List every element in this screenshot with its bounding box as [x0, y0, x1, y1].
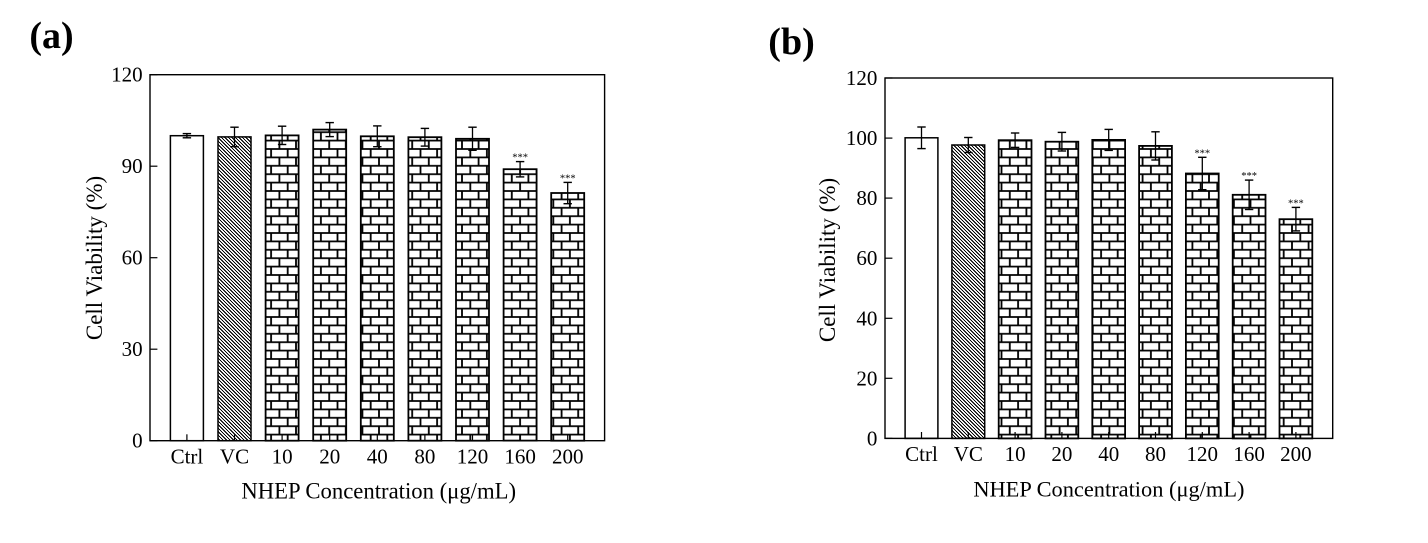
svg-text:200: 200 [552, 445, 584, 469]
svg-text:Cell Viability (%): Cell Viability (%) [815, 178, 840, 342]
svg-text:60: 60 [856, 246, 877, 270]
svg-text:(b): (b) [768, 21, 814, 63]
svg-text:***: *** [512, 153, 528, 164]
svg-text:NHEP Concentration (μg/mL): NHEP Concentration (μg/mL) [973, 477, 1244, 502]
svg-text:200: 200 [1280, 442, 1312, 466]
svg-text:VC: VC [220, 445, 249, 469]
svg-text:20: 20 [1051, 442, 1072, 466]
svg-text:160: 160 [504, 445, 536, 469]
svg-text:80: 80 [414, 445, 435, 469]
svg-text:40: 40 [1098, 442, 1119, 466]
svg-text:(a): (a) [29, 15, 73, 57]
svg-text:VC: VC [954, 442, 983, 466]
svg-text:NHEP Concentration (μg/mL): NHEP Concentration (μg/mL) [241, 479, 516, 504]
svg-text:***: *** [1288, 198, 1304, 209]
svg-text:120: 120 [846, 66, 878, 90]
svg-text:80: 80 [856, 186, 877, 210]
svg-text:160: 160 [1233, 442, 1265, 466]
svg-text:100: 100 [846, 126, 878, 150]
svg-text:0: 0 [867, 426, 878, 450]
svg-text:120: 120 [111, 63, 143, 87]
svg-text:120: 120 [457, 445, 489, 469]
svg-text:40: 40 [856, 306, 877, 330]
svg-text:***: *** [560, 173, 576, 184]
svg-text:30: 30 [122, 337, 143, 361]
svg-text:20: 20 [856, 366, 877, 390]
svg-text:80: 80 [1145, 442, 1166, 466]
svg-text:Ctrl: Ctrl [171, 445, 204, 469]
svg-text:***: *** [1194, 148, 1210, 159]
svg-text:***: *** [1241, 171, 1257, 182]
svg-text:0: 0 [132, 429, 143, 453]
svg-text:40: 40 [367, 445, 388, 469]
svg-text:60: 60 [122, 246, 143, 270]
svg-text:10: 10 [1005, 442, 1026, 466]
svg-text:120: 120 [1187, 442, 1219, 466]
svg-text:20: 20 [319, 445, 340, 469]
svg-text:90: 90 [122, 154, 143, 178]
svg-text:10: 10 [272, 445, 293, 469]
svg-text:Ctrl: Ctrl [905, 442, 938, 466]
svg-text:Cell Viability (%): Cell Viability (%) [82, 176, 107, 340]
